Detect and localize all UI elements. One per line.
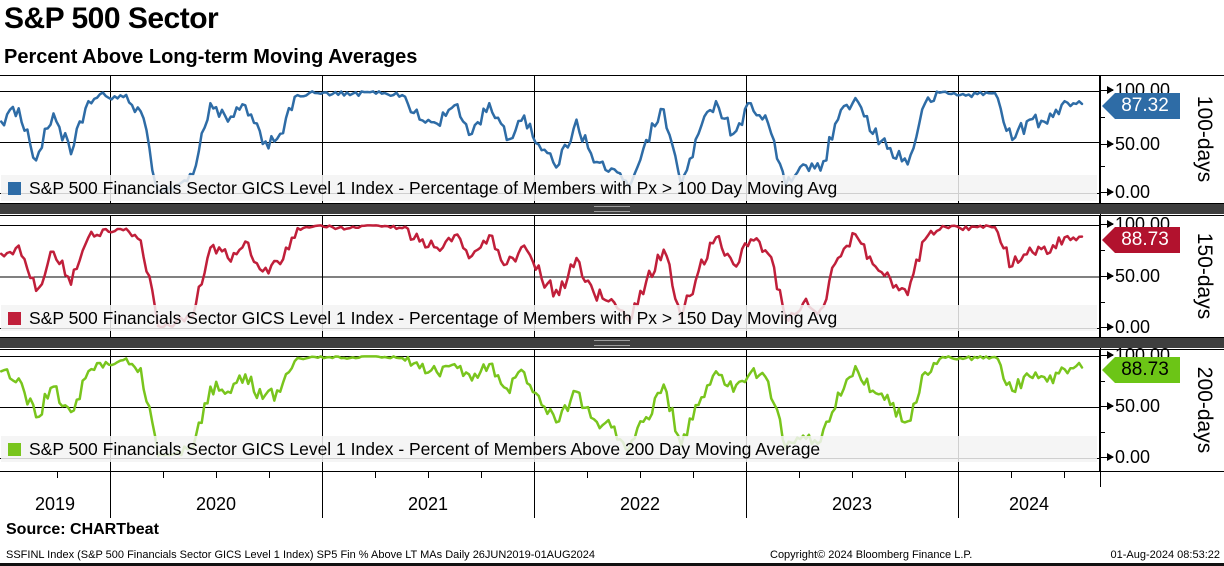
datetime-text: 01-Aug-2024 08:53:22 (1110, 549, 1220, 561)
y-axis-tick-label: 0.00 (1115, 317, 1151, 337)
axis-tick-arrow-icon (1100, 402, 1114, 410)
page-title: S&P 500 Sector (4, 2, 219, 35)
axis-minor-tick (1100, 250, 1105, 251)
panel-scale-label-100d: 100-days (1193, 95, 1216, 183)
legend-swatch-icon (8, 181, 21, 195)
axis-tick-arrow-icon (1100, 453, 1114, 461)
x-axis-year-label: 2021 (407, 494, 449, 514)
x-axis-year-label: 2022 (619, 494, 661, 514)
last-value-badge-150d: 88.73 (1102, 227, 1180, 253)
axis-tick-arrow-icon (1100, 140, 1114, 148)
legend-150d[interactable]: S&P 500 Financials Sector GICS Level 1 I… (1, 305, 1097, 331)
y-axis-tick-label: 50.00 (1115, 396, 1161, 416)
panel-divider (0, 204, 1224, 214)
axis-tick-arrow-icon (1100, 351, 1114, 359)
axis-minor-tick (1100, 432, 1105, 433)
axis-minor-tick (1100, 117, 1105, 118)
axis-tick-arrow-icon (1100, 220, 1114, 228)
divider-grip-handle[interactable] (594, 340, 630, 346)
x-axis-year-label: 2019 (34, 494, 76, 514)
right-axis-line (1100, 75, 1101, 487)
axis-tick-arrow-icon (1100, 323, 1114, 331)
x-axis-year-label: 2020 (195, 494, 237, 514)
x-axis-year-label: 2023 (831, 494, 873, 514)
legend-label: S&P 500 Financials Sector GICS Level 1 I… (29, 307, 838, 328)
y-axis-tick-label: 0.00 (1115, 182, 1151, 202)
y-axis-tick-label: 50.00 (1115, 134, 1161, 154)
chart-panel-150d: S&P 500 Financials Sector GICS Level 1 I… (0, 215, 1224, 338)
source-label: Source: CHARTbeat (6, 521, 159, 538)
axis-tick-arrow-icon (1100, 188, 1114, 196)
axis-tick-arrow-icon (1100, 86, 1114, 94)
chart-panel-100d: S&P 500 Financials Sector GICS Level 1 I… (0, 75, 1224, 204)
y-axis-tick-label: 50.00 (1115, 266, 1161, 286)
panel-scale-label-150d: 150-days (1193, 232, 1216, 320)
last-value-badge-100d: 87.32 (1102, 93, 1180, 119)
chart-panel-200d: S&P 500 Financials Sector GICS Level 1 I… (0, 349, 1224, 472)
legend-label: S&P 500 Financials Sector GICS Level 1 I… (29, 177, 838, 198)
axis-minor-tick (1100, 166, 1105, 167)
divider-grip-handle[interactable] (594, 206, 630, 212)
last-value-badge-200d: 88.73 (1102, 357, 1180, 383)
panel-scale-label-200d: 200-days (1193, 366, 1216, 454)
panel-divider (0, 338, 1224, 348)
axis-minor-tick (1100, 302, 1105, 303)
window-bottom-edge (0, 563, 1224, 566)
index-info-text: SSFINL Index (S&P 500 Financials Sector … (6, 549, 595, 561)
x-axis-year-label: 2024 (1008, 494, 1050, 514)
axis-tick-arrow-icon (1100, 272, 1114, 280)
legend-200d[interactable]: S&P 500 Financials Sector GICS Level 1 I… (1, 436, 1097, 462)
legend-100d[interactable]: S&P 500 Financials Sector GICS Level 1 I… (1, 175, 1097, 201)
axis-minor-tick (1100, 381, 1105, 382)
legend-label: S&P 500 Financials Sector GICS Level 1 I… (29, 438, 821, 459)
copyright-text: Copyright© 2024 Bloomberg Finance L.P. (770, 549, 973, 561)
y-axis-tick-label: 0.00 (1115, 447, 1151, 467)
x-axis-ticks (57, 472, 1065, 518)
legend-swatch-icon (8, 442, 21, 456)
page-subtitle: Percent Above Long-term Moving Averages (4, 46, 418, 68)
legend-swatch-icon (8, 311, 21, 325)
